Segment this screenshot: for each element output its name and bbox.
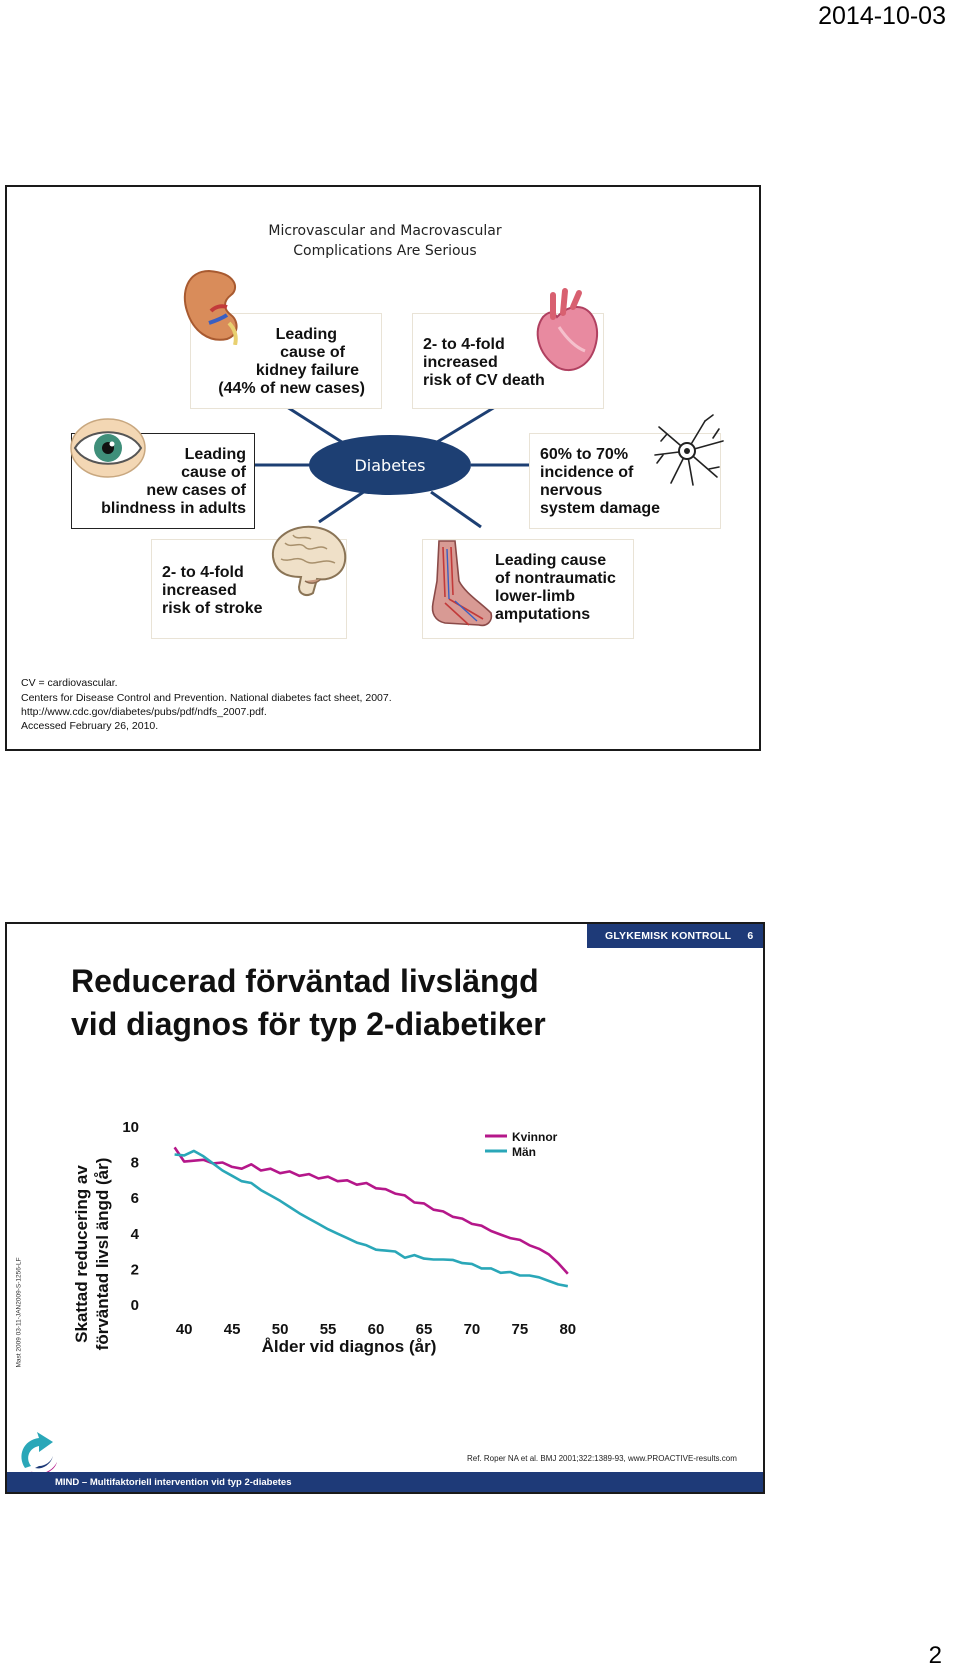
y-axis-label-line1: Skattad reducering av: [72, 1165, 91, 1343]
box-eye-line: Leading: [184, 446, 246, 463]
diabetes-hub: Diabetes: [309, 435, 471, 495]
box-heart-line: risk of CV death: [423, 372, 545, 389]
slide1-title: Microvascular and Macrovascular Complica…: [7, 221, 763, 261]
slide-life-expectancy: GLYKEMISK KONTROLL 6 Reducerad förväntad…: [5, 922, 765, 1494]
bottom-bar: [7, 1472, 763, 1492]
y-tick-label: 4: [131, 1226, 140, 1243]
footnote-abbreviation: CV = cardiovascular.: [21, 677, 118, 689]
slide1-title-line1: Microvascular and Macrovascular: [268, 223, 502, 239]
swirl-logo-icon: [21, 1432, 57, 1475]
legend-label: Kvinnor: [512, 1130, 558, 1144]
box-brain-line: risk of stroke: [162, 600, 263, 617]
y-tick-label: 2: [131, 1261, 139, 1278]
y-tick-label: 6: [131, 1190, 139, 1207]
box-neuron-line: 60% to 70%: [540, 446, 629, 463]
x-axis-label: Ålder vid diagnos (år): [262, 1337, 437, 1356]
heart-icon: [536, 288, 598, 372]
box-foot-line: lower-limb: [495, 588, 576, 605]
legend-label: Män: [512, 1145, 536, 1159]
x-tick-label: 60: [368, 1321, 385, 1338]
x-tick-label: 40: [176, 1321, 193, 1338]
kidney-icon: [183, 269, 238, 345]
slide1-title-line2: Complications Are Serious: [293, 243, 477, 259]
box-neuron-line: incidence of: [540, 464, 634, 481]
slide-complications: Microvascular and Macrovascular Complica…: [5, 185, 761, 751]
footnote-url: http://www.cdc.gov/diabetes/pubs/pdf/ndf…: [21, 706, 267, 718]
reference-line: Ref. Roper NA et al. BMJ 2001;322:1389-9…: [467, 1454, 737, 1463]
x-tick-label: 65: [416, 1321, 433, 1338]
side-code: Mast 2009 03-11-JAN2009-S-1256-LF: [15, 1257, 23, 1368]
life-expectancy-chart: Skattad reducering av förväntad livsl än…: [72, 1119, 576, 1356]
slide2-title-line1: Reducerad förväntad livslängd: [71, 963, 539, 999]
box-blindness: Leading cause of new cases of blindness …: [71, 433, 255, 529]
section-tag-number: 6: [747, 930, 754, 942]
box-brain-line: 2- to 4-fold: [162, 564, 244, 581]
y-tick-label: 0: [131, 1297, 139, 1314]
x-tick-label: 80: [559, 1321, 576, 1338]
section-tag: GLYKEMISK KONTROLL 6: [587, 924, 763, 948]
box-kidney-line: (44% of new cases): [218, 380, 365, 397]
x-tick-label: 75: [512, 1321, 529, 1338]
neuron-icon: [654, 414, 724, 486]
x-tick-label: 45: [224, 1321, 241, 1338]
section-tag-label: GLYKEMISK KONTROLL: [605, 930, 732, 942]
box-foot-line: of nontraumatic: [495, 570, 616, 587]
series-line-men: [174, 1149, 569, 1288]
box-kidney-line: cause of: [280, 344, 345, 361]
box-eye-line: cause of: [181, 464, 246, 481]
bottom-bar-label: MIND – Multifaktoriell intervention vid …: [55, 1477, 292, 1488]
page-date: 2014-10-03: [818, 2, 946, 30]
box-kidney-line: kidney failure: [255, 362, 359, 379]
box-heart-line: 2- to 4-fold: [423, 336, 505, 353]
footnote-accessed: Accessed February 26, 2010.: [21, 720, 159, 732]
x-tick-label: 50: [272, 1321, 289, 1338]
y-axis-label: Skattad reducering av förväntad livsl än…: [72, 1158, 112, 1351]
box-eye-line: new cases of: [146, 482, 246, 499]
brain-icon: [271, 525, 347, 596]
x-tick-label: 70: [464, 1321, 481, 1338]
y-tick-label: 8: [131, 1155, 139, 1172]
slide2-title-line2: vid diagnos för typ 2-diabetiker: [71, 1006, 546, 1042]
box-eye-line: blindness in adults: [101, 500, 246, 517]
x-tick-label: 55: [320, 1321, 337, 1338]
connector-foot: [430, 490, 482, 529]
box-foot-line: amputations: [495, 606, 591, 623]
foot-icon: [431, 540, 493, 627]
eye-icon: [70, 418, 146, 478]
box-kidney-line: Leading: [275, 326, 337, 343]
series-line-women: [173, 1146, 569, 1275]
box-kidney-failure: Leading cause of kidney failure (44% of …: [190, 313, 382, 409]
box-foot-line: Leading cause: [495, 552, 607, 569]
box-heart-line: increased: [423, 354, 498, 371]
y-axis-label-line2: förväntad livsl ängd (år): [93, 1158, 112, 1351]
page-number: 2: [928, 1642, 942, 1669]
box-brain-line: increased: [162, 582, 237, 599]
box-neuron-line: system damage: [540, 500, 661, 517]
connector-brain: [318, 489, 366, 524]
footnote-source: Centers for Disease Control and Preventi…: [21, 692, 392, 704]
box-neuron-line: nervous: [540, 482, 603, 499]
slide2-title: Reducerad förväntad livslängd vid diagno…: [71, 960, 546, 1046]
y-tick-label: 10: [122, 1119, 139, 1136]
